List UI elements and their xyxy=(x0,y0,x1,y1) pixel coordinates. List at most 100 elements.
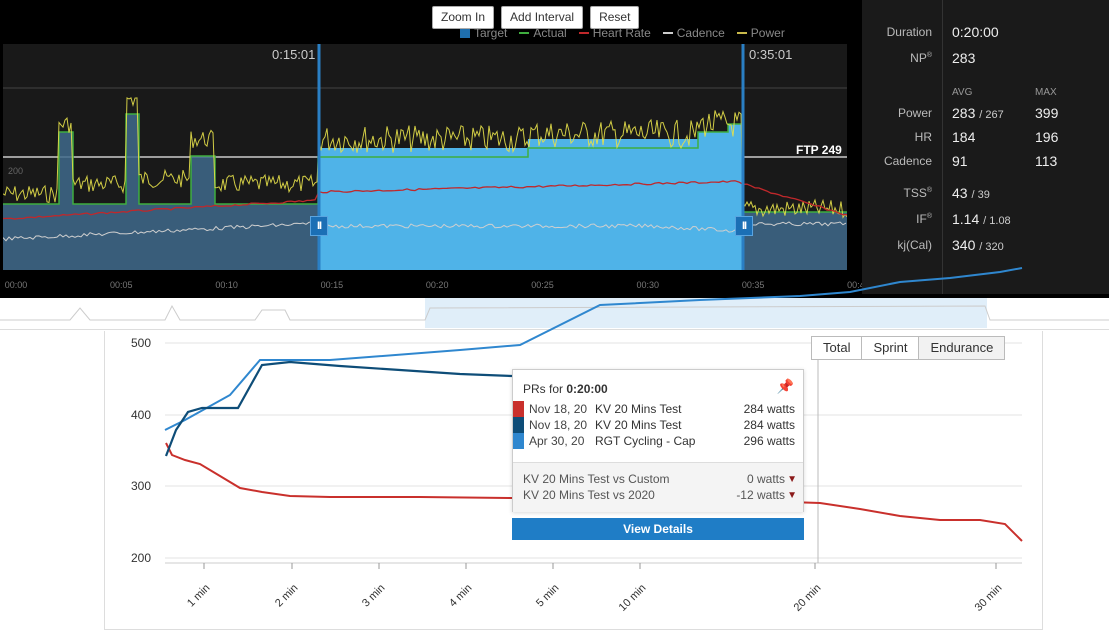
pin-icon[interactable]: 📌 xyxy=(776,378,794,394)
comparison-row[interactable]: KV 20 Mins Test vs Custom 0 watts ▼ xyxy=(523,472,797,488)
hr-label: HR xyxy=(914,130,932,144)
target-blocks xyxy=(3,114,847,270)
cadence-avg-value: 91 xyxy=(952,153,968,169)
range-endurance-button[interactable]: Endurance xyxy=(918,336,1006,360)
power-max-value: 399 xyxy=(1035,105,1059,121)
chart-legend: Target Actual Heart Rate Cadence Power xyxy=(460,26,785,40)
workout-x-tick: 00:35 xyxy=(741,280,765,290)
pr-color-swatch xyxy=(513,401,524,417)
duration-value: 0:20:00 xyxy=(952,24,999,40)
pr-y-tick: 400 xyxy=(131,408,152,422)
workout-x-tick: 00:25 xyxy=(531,280,554,290)
power-curve-chart xyxy=(104,331,1043,630)
pause-icon: II xyxy=(316,220,322,232)
workout-x-axis: 00:00 00:05 00:10 00:15 00:20 00:25 00:30 00:35… xyxy=(0,280,870,294)
selection-start-label: 0:15:01 xyxy=(272,47,316,62)
legend-swatch xyxy=(662,32,673,34)
add-interval-button[interactable]: Add Interval xyxy=(501,6,584,29)
legend-label: Cadence xyxy=(676,26,725,40)
pr-value: 284 watts xyxy=(743,418,795,432)
comparison-area: KV 20 Mins Test vs Custom 0 watts ▼ KV 20 M… xyxy=(513,462,803,512)
pr-color-swatch xyxy=(513,417,524,433)
interval-stats-panel: Duration 0:20:00 NP® 283 AVG MAX Power 2… xyxy=(862,0,1109,294)
legend-item-heart-rate[interactable]: Heart Rate xyxy=(578,26,651,40)
registered-mark: ® xyxy=(926,52,932,59)
navigator-mini-chart xyxy=(0,304,1109,321)
range-total-button[interactable]: Total xyxy=(811,336,863,360)
legend-swatch xyxy=(460,28,470,38)
selection-start-handle[interactable]: II xyxy=(310,216,328,236)
workout-x-tick: 00:10 xyxy=(215,280,238,290)
pause-icon: II xyxy=(741,220,747,232)
legend-swatch xyxy=(519,32,530,34)
legend-item-target[interactable]: Target xyxy=(460,26,507,40)
legend-item-power[interactable]: Power xyxy=(736,26,785,40)
if-label: IF® xyxy=(916,212,932,226)
kj-value: 340 / 320 xyxy=(952,237,1004,253)
y-axis-label-200: 200 xyxy=(8,166,24,176)
workout-plot-area[interactable] xyxy=(3,44,847,270)
avg-header: AVG xyxy=(952,87,973,98)
range-sprint-button[interactable]: Sprint xyxy=(861,336,920,360)
tss-value: 43 / 39 xyxy=(952,185,990,201)
pr-row[interactable]: Apr 30, 20 RGT Cycling - Cap 296 watts xyxy=(513,433,805,449)
power-curve-range-toggle: Total Sprint Endurance xyxy=(811,336,1006,360)
if-value: 1.14 / 1.08 xyxy=(952,211,1011,227)
legend-label: Target xyxy=(474,26,508,40)
hr-avg-value: 184 xyxy=(952,129,976,145)
legend-label: Power xyxy=(750,26,785,40)
ftp-label: FTP 249 xyxy=(796,143,842,157)
pr-activity-name: KV 20 Mins Test xyxy=(595,402,682,416)
pr-value: 296 watts xyxy=(743,434,795,448)
workout-plot-svg xyxy=(3,44,847,270)
caret-down-icon[interactable]: ▼ xyxy=(787,474,797,485)
legend-item-actual[interactable]: Actual xyxy=(519,26,567,40)
pr-value: 284 watts xyxy=(743,402,795,416)
max-header: MAX xyxy=(1035,87,1057,98)
pr-date: Apr 30, 20 xyxy=(529,434,585,448)
zoom-in-button[interactable]: Zoom In xyxy=(432,6,495,29)
power-avg-value: 283 / 267 xyxy=(952,105,1004,121)
kj-label: kj(Cal) xyxy=(897,238,932,252)
workout-x-tick: 00:15 xyxy=(320,280,344,290)
comparison-name: KV 20 Mins Test vs 2020 xyxy=(523,488,655,502)
legend-item-cadence[interactable]: Cadence xyxy=(662,26,725,40)
legend-label: Heart Rate xyxy=(592,26,651,40)
comparison-row[interactable]: KV 20 Mins Test vs 2020 -12 watts ▼ xyxy=(523,488,797,504)
workout-x-tick: 00:00 xyxy=(4,280,28,290)
chart-toolbar: Zoom In Add Interval Reset xyxy=(432,6,640,29)
workout-x-tick: 00:20 xyxy=(425,280,449,290)
duration-label: Duration xyxy=(886,25,932,39)
tss-label: TSS® xyxy=(903,186,932,200)
selection-end-label: 0:35:01 xyxy=(749,47,793,62)
np-label: NP® xyxy=(910,51,932,65)
legend-swatch xyxy=(736,32,747,34)
pr-tooltip: PRs for 0:20:00 📌 Nov 18, 20 KV 20 Mins T… xyxy=(512,369,804,512)
pr-y-tick: 200 xyxy=(131,551,152,565)
pr-y-tick: 500 xyxy=(131,336,152,350)
pr-date: Nov 18, 20 xyxy=(529,402,588,416)
comparison-name: KV 20 Mins Test vs Custom xyxy=(523,472,670,486)
legend-swatch xyxy=(578,32,589,34)
pr-row[interactable]: Nov 18, 20 KV 20 Mins Test 284 watts xyxy=(513,401,805,417)
comparison-value: 0 watts xyxy=(746,472,785,486)
cadence-label: Cadence xyxy=(883,154,932,168)
workout-x-tick: 00:30 xyxy=(636,280,660,290)
workout-x-tick: 00:05 xyxy=(110,280,133,290)
legend-label: Actual xyxy=(533,26,567,40)
view-details-button[interactable]: View Details xyxy=(512,518,804,540)
reset-button[interactable]: Reset xyxy=(590,6,640,29)
hr-max-value: 196 xyxy=(1035,129,1059,145)
np-value: 283 xyxy=(952,50,976,66)
pr-activity-name: KV 20 Mins Test xyxy=(595,418,682,432)
pr-row[interactable]: Nov 18, 20 KV 20 Mins Test 284 watts xyxy=(513,417,805,433)
caret-down-icon[interactable]: ▼ xyxy=(787,490,797,501)
cadence-max-value: 113 xyxy=(1035,153,1058,169)
pr-activity-name: RGT Cycling - Cap xyxy=(595,434,696,448)
pr-date: Nov 18, 20 xyxy=(529,418,588,432)
timeline-navigator[interactable] xyxy=(0,298,1109,330)
selection-end-handle[interactable]: II xyxy=(735,216,753,236)
power-label: Power xyxy=(897,106,932,120)
tooltip-title: PRs for 0:20:00 xyxy=(523,382,608,396)
stats-divider xyxy=(942,0,943,294)
